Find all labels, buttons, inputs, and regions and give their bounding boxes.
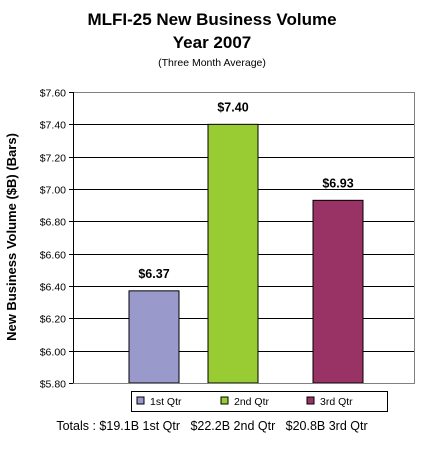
bars xyxy=(128,123,364,384)
y-tick-label: $6.20 xyxy=(40,314,66,326)
y-tick-label: $5.80 xyxy=(40,379,66,391)
data-label: $6.93 xyxy=(322,176,353,190)
y-axis: $5.80 $6.00 $6.20 $6.40 $6.60 $6.80 $7.00 $7.20… xyxy=(40,88,415,391)
bar-1st-qtr xyxy=(128,290,180,384)
y-axis-title: New Business Volume ($B) (Bars) xyxy=(4,133,19,341)
legend-box xyxy=(131,391,388,412)
y-tick-label: $6.40 xyxy=(40,282,66,294)
legend-label: 1st Qtr xyxy=(150,396,182,408)
bar-3rd-qtr xyxy=(312,199,364,384)
y-tick-label: $6.60 xyxy=(40,250,66,262)
y-tick-label: $7.00 xyxy=(40,185,66,197)
legend: 1st Qtr 2nd Qtr 3rd Qtr xyxy=(131,391,388,412)
legend-swatch xyxy=(136,396,145,405)
bar-2nd-qtr xyxy=(207,123,259,384)
chart-subtitle: (Three Month Average) xyxy=(158,57,266,69)
y-tick-label: $6.00 xyxy=(40,347,66,359)
data-labels: $6.37 $7.40 $6.93 xyxy=(138,100,353,281)
chart-title-line-1: MLFI-25 New Business Volume xyxy=(87,10,337,29)
legend-label: 3rd Qtr xyxy=(320,396,353,408)
y-tick-label: $7.40 xyxy=(40,120,66,132)
y-tick-label: $7.20 xyxy=(40,153,66,165)
y-tick-label: $6.80 xyxy=(40,217,66,229)
legend-label: 2nd Qtr xyxy=(234,396,270,408)
totals-footer: Totals : $19.1B 1st Qtr $22.2B 2nd Qtr $… xyxy=(56,419,368,433)
data-label: $6.37 xyxy=(138,267,169,281)
legend-swatch xyxy=(306,396,315,405)
chart-title-line-2: Year 2007 xyxy=(172,33,252,52)
y-tick-label: $7.60 xyxy=(40,88,66,100)
data-label: $7.40 xyxy=(217,100,248,114)
legend-swatch xyxy=(220,396,229,405)
